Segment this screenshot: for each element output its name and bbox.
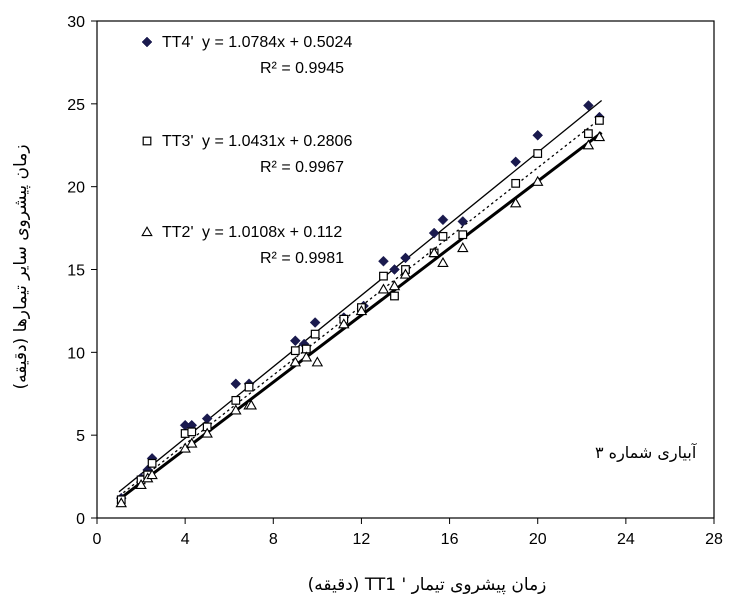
- legend-marker-tt3: [142, 136, 152, 146]
- data-points: [115, 100, 606, 508]
- data-point-tt3: [310, 329, 320, 339]
- data-point-tt3: [244, 382, 254, 392]
- data-point-tt2: [355, 305, 368, 316]
- y-tick-label: 20: [67, 180, 85, 197]
- data-point-tt3: [147, 458, 157, 468]
- data-point-tt2: [437, 256, 449, 268]
- data-point-tt3: [583, 129, 593, 139]
- data-point-tt2: [135, 478, 147, 490]
- data-point-tt2: [179, 442, 191, 453]
- y-tick-label: 25: [67, 97, 85, 114]
- data-point-tt2: [311, 356, 324, 367]
- data-point-tt4: [428, 227, 440, 239]
- x-tick-label: 24: [617, 531, 635, 548]
- data-point-tt2: [593, 131, 606, 142]
- legend-marker-tt4: [141, 36, 153, 48]
- data-point-tt2: [201, 427, 213, 438]
- y-tick-label: 10: [67, 345, 85, 362]
- x-tick-label: 28: [705, 531, 723, 548]
- data-point-tt2: [428, 247, 440, 258]
- x-tick-label: 8: [269, 531, 278, 548]
- data-point-tt4: [201, 413, 213, 424]
- data-point-tt2: [531, 175, 544, 186]
- data-point-tt4: [532, 129, 544, 141]
- y-tick-label: 0: [76, 511, 85, 528]
- data-point-tt2: [289, 356, 302, 367]
- legend-r2-tt3: R² = 0.9967: [260, 159, 344, 176]
- y-tick-label: 30: [67, 14, 85, 31]
- x-axis-title: زمان پیشروی تیمار ' TT1 (دقیقه): [308, 575, 547, 595]
- trendline-tt2: [118, 131, 603, 501]
- chart-annotation: آبیاری شماره ۳: [595, 443, 698, 463]
- data-point-tt4: [230, 378, 242, 390]
- data-point-tt4: [378, 255, 389, 267]
- data-point-tt3: [595, 115, 604, 125]
- data-point-tt2: [115, 497, 127, 508]
- data-point-tt4: [309, 317, 321, 328]
- data-point-tt2: [230, 404, 242, 415]
- y-tick-label: 15: [67, 263, 85, 280]
- data-point-tt2: [582, 139, 595, 150]
- data-point-tt3: [511, 178, 521, 188]
- data-point-tt2: [338, 318, 350, 329]
- data-point-tt2: [146, 469, 158, 480]
- data-point-tt4: [400, 252, 411, 264]
- data-point-tt4: [437, 214, 449, 226]
- legend-r2-tt4: R² = 0.9945: [260, 60, 344, 77]
- data-point-tt3: [438, 231, 448, 241]
- legend-equation-tt4: y = 1.0784x + 0.5024: [202, 34, 352, 51]
- legend-equation-tt3: y = 1.0431x + 0.2806: [202, 133, 352, 150]
- y-axis-title: زمان پیشروی سایر تیمارها (دقیقه): [11, 144, 31, 389]
- data-point-tt2: [186, 437, 198, 448]
- data-point-tt4: [389, 264, 400, 275]
- trendlines: [118, 100, 603, 501]
- x-tick-label: 20: [529, 531, 547, 548]
- x-tick-label: 12: [353, 531, 371, 548]
- data-point-tt2: [509, 197, 522, 208]
- x-tick-label: 0: [93, 531, 102, 548]
- legend-r2-tt2: R² = 0.9981: [260, 250, 344, 267]
- data-point-tt3: [379, 271, 388, 281]
- data-point-tt3: [390, 291, 399, 301]
- x-tick-label: 4: [181, 531, 190, 548]
- data-point-tt3: [458, 230, 468, 240]
- legend-marker-tt2: [141, 226, 153, 237]
- trendline-tt4: [118, 100, 603, 493]
- data-point-tt2: [377, 283, 390, 294]
- data-point-tt3: [231, 395, 241, 405]
- data-point-tt4: [457, 216, 469, 227]
- legend-equation-tt2: y = 1.0108x + 0.112: [202, 224, 342, 241]
- axis-ticks: 0 4 8 12 16 20 24 28 0 5 10 15 20 25 30: [67, 14, 723, 548]
- data-point-tt4: [510, 156, 522, 168]
- data-point-tt4: [289, 335, 301, 347]
- data-point-tt3: [290, 346, 300, 356]
- data-point-tt3: [187, 427, 197, 437]
- x-tick-label: 16: [441, 531, 459, 548]
- data-point-tt2: [388, 280, 401, 291]
- data-point-tt2: [457, 242, 469, 253]
- data-point-tt2: [245, 399, 257, 410]
- data-point-tt3: [533, 149, 543, 158]
- legend: TT4' y = 1.0784x + 0.5024 R² = 0.9945 TT3' y…: [141, 34, 352, 267]
- legend-name-tt4: TT4': [162, 34, 194, 51]
- data-point-tt2: [399, 268, 412, 279]
- legend-name-tt3: TT3': [162, 133, 194, 150]
- data-point-tt2: [300, 351, 313, 362]
- data-point-tt4: [583, 100, 594, 111]
- y-tick-label: 5: [76, 428, 85, 445]
- legend-name-tt2: TT2': [162, 224, 194, 241]
